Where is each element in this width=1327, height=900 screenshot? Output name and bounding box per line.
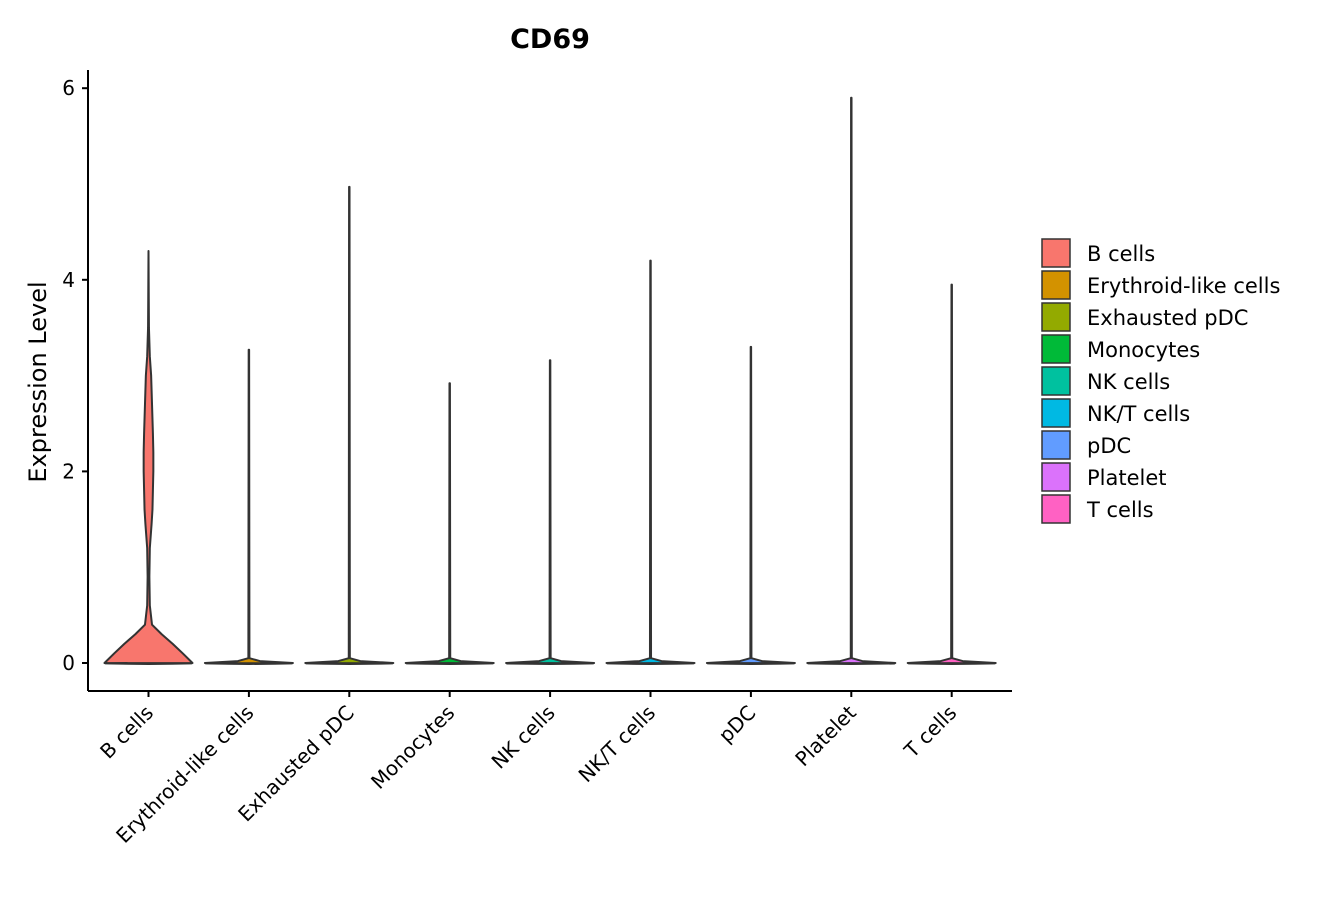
x-tick-label: NK cells: [487, 701, 560, 774]
y-tick-label: 2: [62, 459, 75, 483]
legend-swatch: [1041, 366, 1071, 396]
legend-label: NK cells: [1087, 370, 1170, 394]
violin-b-cells: [103, 250, 194, 665]
legend-swatch: [1041, 494, 1071, 524]
legend-label: T cells: [1086, 498, 1154, 522]
chart-title: CD69: [510, 24, 590, 55]
x-tick-label: Monocytes: [366, 701, 459, 794]
violin-monocytes: [404, 382, 495, 665]
violin-exhausted-pdc: [304, 185, 395, 665]
y-axis-ticks: 0 2 4 6: [62, 76, 88, 675]
violin-platelet: [806, 96, 897, 665]
plot-area: [103, 96, 997, 665]
violin-nk-t-cells: [605, 259, 696, 665]
legend-label: Platelet: [1087, 466, 1167, 490]
legend-label: Exhausted pDC: [1087, 306, 1248, 330]
legend-swatch: [1041, 238, 1071, 268]
legend-label: NK/T cells: [1087, 402, 1190, 426]
y-axis-label: Expression Level: [24, 281, 52, 482]
legend-swatch: [1041, 462, 1071, 492]
legend-label: Monocytes: [1087, 338, 1200, 362]
x-tick-label: T cells: [899, 701, 962, 764]
violin-erythroid-like-cells: [203, 348, 294, 665]
legend-label: B cells: [1087, 242, 1155, 266]
legend-swatch: [1041, 302, 1071, 332]
legend-swatch: [1041, 334, 1071, 364]
legend-swatch: [1041, 430, 1071, 460]
legend-label: Erythroid-like cells: [1087, 274, 1280, 298]
violin-pdc: [705, 345, 796, 665]
x-tick-label: NK/T cells: [574, 701, 660, 787]
violin-nk-cells: [505, 359, 596, 665]
legend-swatch: [1041, 398, 1071, 428]
y-tick-label: 6: [62, 76, 75, 100]
x-tick-label: Platelet: [790, 700, 861, 771]
x-tick-label: pDC: [714, 701, 761, 748]
y-tick-label: 4: [62, 268, 75, 292]
legend: B cells Erythroid-like cells Exhausted pDC…: [1041, 238, 1280, 524]
legend-swatch: [1041, 270, 1071, 300]
y-tick-label: 0: [62, 651, 75, 675]
violin-t-cells: [906, 283, 997, 665]
x-tick-label: B cells: [95, 701, 158, 764]
legend-label: pDC: [1087, 434, 1131, 458]
